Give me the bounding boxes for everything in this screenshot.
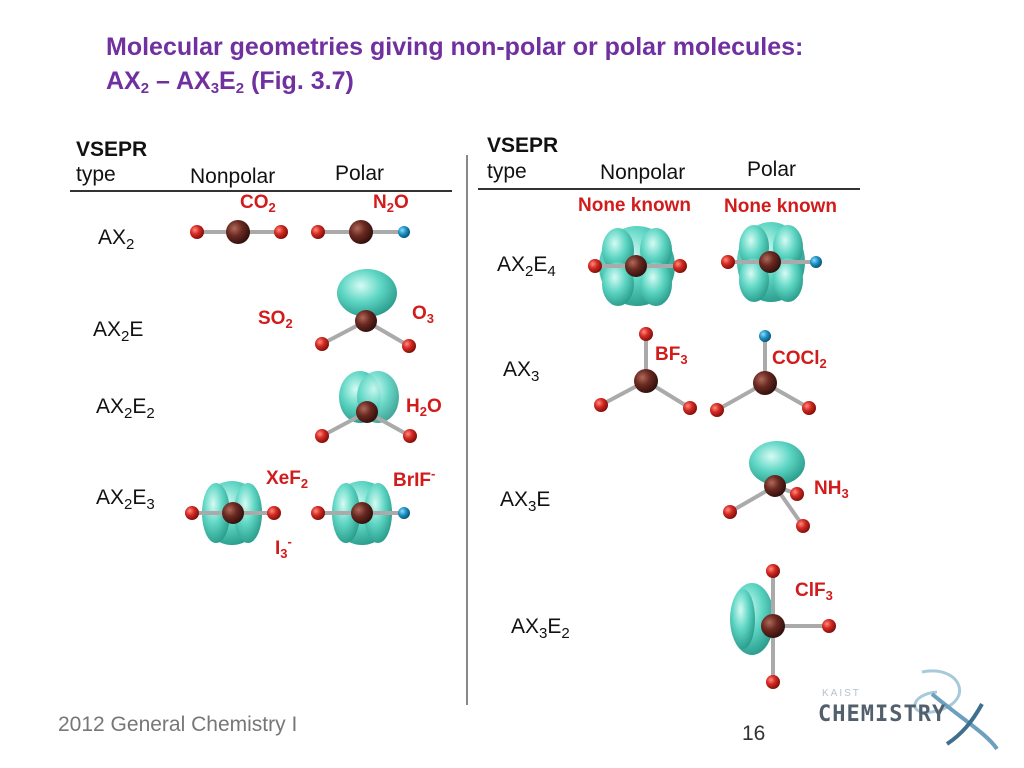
left-header-type: type <box>76 163 116 186</box>
logo-swirl-icon <box>913 669 999 751</box>
slide-title: Molecular geometries giving non-polar or… <box>106 30 986 98</box>
column-divider <box>466 155 468 705</box>
label-xef2: XeF2 <box>266 468 309 491</box>
right-header-type: type <box>487 160 527 183</box>
right-col-polar: Polar <box>747 158 797 181</box>
clf3-molecule <box>730 564 836 689</box>
label-i3: I3- <box>275 534 292 561</box>
ax2e4-polar-molecule <box>721 222 822 302</box>
label-brif: BrIF- <box>393 466 436 491</box>
row-label-ax2e: AX2E <box>93 318 144 345</box>
row-label-ax2e3: AX2E3 <box>96 486 155 513</box>
page-number: 16 <box>742 722 766 745</box>
label-clf3: ClF3 <box>795 580 833 603</box>
label-so2: SO2 <box>258 308 293 331</box>
label-n2o: N2O <box>373 192 409 215</box>
o3-molecule <box>315 269 416 353</box>
right-header-rule <box>478 188 860 190</box>
row-label-ax3: AX3 <box>503 358 540 385</box>
left-col-nonpolar: Nonpolar <box>190 165 276 188</box>
bf3-molecule <box>594 327 697 415</box>
chemistry-logo: KAIST CHEMISTRY <box>812 664 1002 754</box>
cocl2-molecule <box>710 330 816 417</box>
h2o-molecule <box>315 371 417 443</box>
row-label-ax2e2: AX2E2 <box>96 395 155 422</box>
title-line2: AX2 – AX3E2 (Fig. 3.7) <box>106 67 354 97</box>
label-o3: O3 <box>412 303 435 326</box>
brif-molecule <box>311 481 410 545</box>
label-nh3: NH3 <box>814 478 849 501</box>
row-label-ax2e4: AX2E4 <box>497 253 556 280</box>
title-line1: Molecular geometries giving non-polar or… <box>106 33 804 61</box>
label-cocl2: COCl2 <box>772 348 827 371</box>
left-header-vsepr: VSEPR <box>76 138 148 161</box>
logo-text: CHEMISTRY <box>818 702 947 727</box>
footer-course: 2012 General Chemistry I <box>58 713 298 736</box>
ax2e4-nonpolar-molecule <box>588 226 687 306</box>
label-none-known-nonpolar: None known <box>578 195 691 216</box>
nh3-molecule <box>723 441 810 533</box>
co2-molecule <box>190 220 288 244</box>
n2o-molecule <box>311 220 410 244</box>
right-col-nonpolar: Nonpolar <box>600 161 686 184</box>
label-bf3: BF3 <box>655 344 688 367</box>
right-header-vsepr: VSEPR <box>487 134 559 157</box>
label-co2: CO2 <box>240 192 276 215</box>
logo-sub-text: KAIST <box>822 688 861 699</box>
left-header-rule <box>70 190 452 192</box>
label-none-known-polar: None known <box>724 196 837 217</box>
label-h2o: H2O <box>406 396 442 419</box>
xef2-molecule <box>185 481 281 545</box>
left-col-polar: Polar <box>335 162 385 185</box>
row-label-ax3e2: AX3E2 <box>511 615 570 642</box>
row-label-ax3e: AX3E <box>500 488 551 515</box>
row-label-ax2: AX2 <box>98 226 135 253</box>
